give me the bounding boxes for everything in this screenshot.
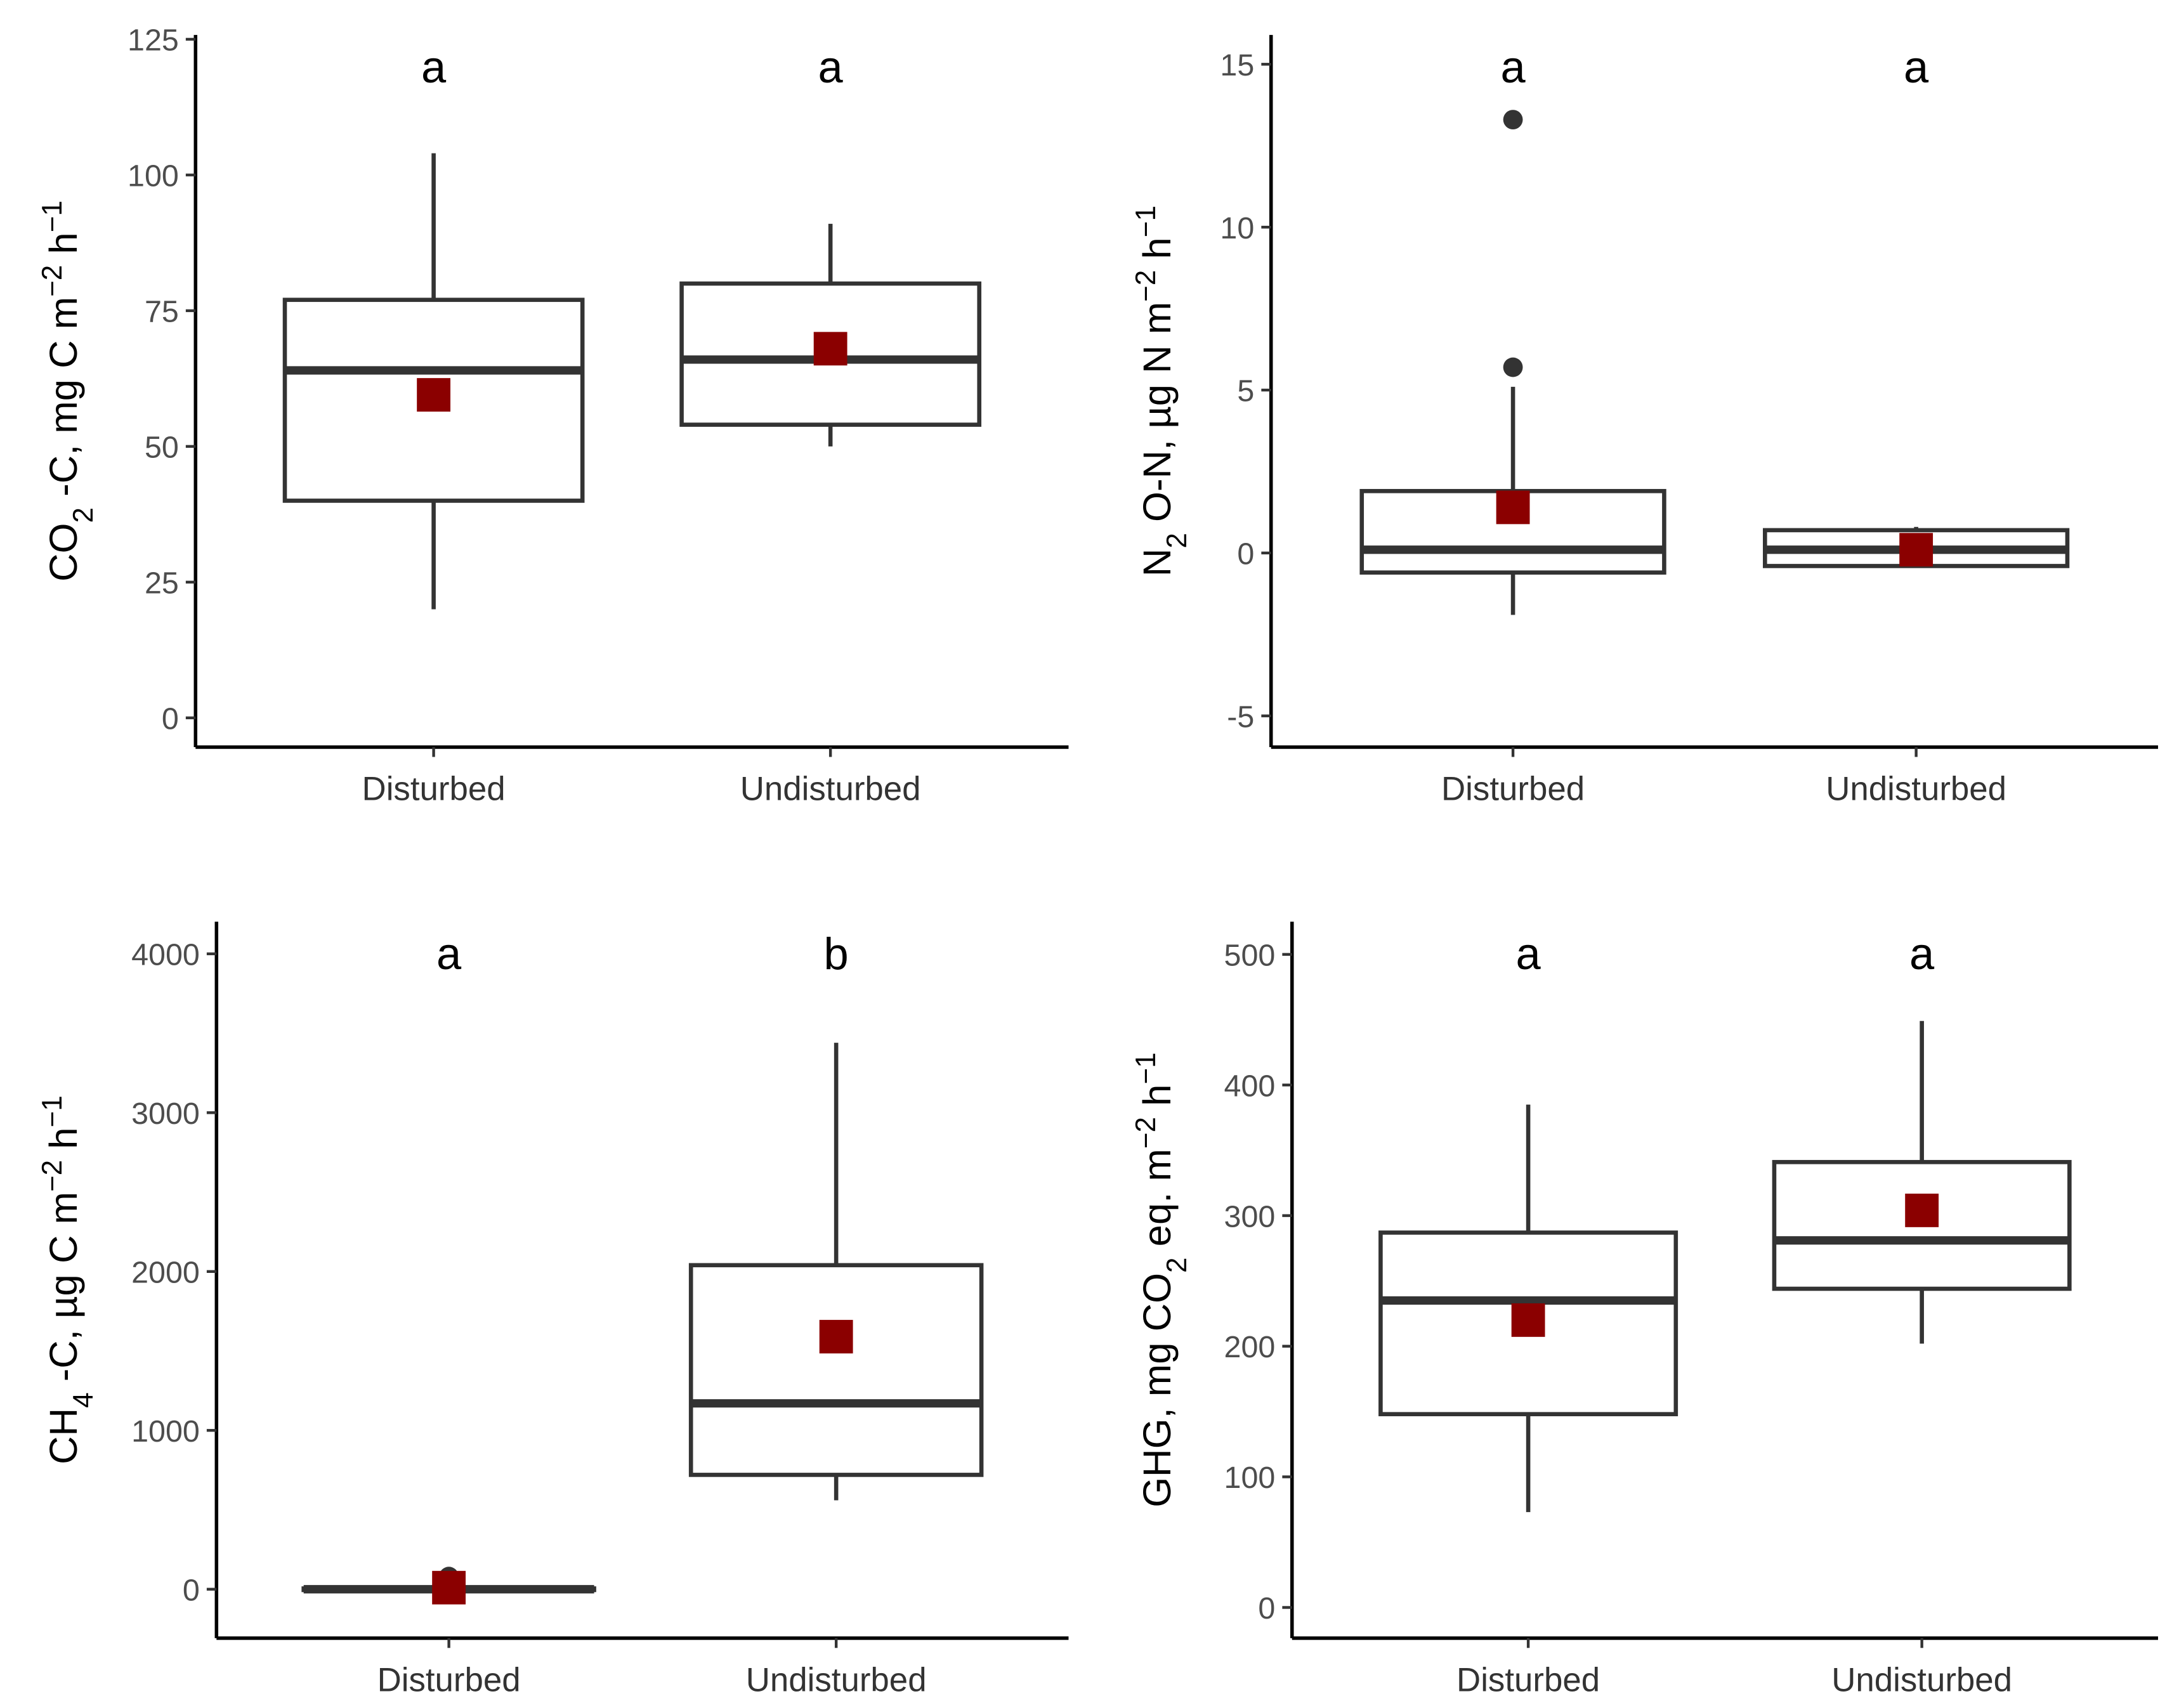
x-tick-label: Disturbed xyxy=(1456,1662,1600,1699)
y-axis-label-part: eq. m xyxy=(1135,1149,1179,1257)
mean xyxy=(1496,490,1530,525)
y-axis-label-part: 2 xyxy=(68,507,99,523)
x-tick-label: Disturbed xyxy=(1441,771,1585,808)
y-tick-label: 100 xyxy=(128,159,179,193)
group-letter: a xyxy=(818,42,844,92)
y-axis-label-part: N xyxy=(1135,549,1179,577)
y-axis-label-part: GHG, mg CO xyxy=(1135,1273,1179,1508)
y-tick-label: -5 xyxy=(1227,700,1254,734)
group-letter: a xyxy=(1516,929,1541,979)
y-axis-label-part: −1 xyxy=(1130,1052,1161,1084)
y-axis-label-part: −1 xyxy=(37,1095,68,1127)
mean xyxy=(813,332,847,366)
y-axis-label: GHG, mg CO2 eq. m−2 h−1 xyxy=(1130,1052,1193,1507)
group-letter: a xyxy=(1909,929,1935,979)
mean xyxy=(1905,1193,1939,1227)
mean xyxy=(819,1320,853,1353)
y-axis-label-part: h xyxy=(42,1127,86,1159)
x-tick-label: Undisturbed xyxy=(1831,1662,2012,1699)
mean xyxy=(432,1570,466,1605)
y-axis-label-part: -C, µg C m xyxy=(42,1192,86,1392)
y-tick-label: 3000 xyxy=(131,1097,200,1131)
y-axis-label-part: h xyxy=(1135,1085,1179,1117)
y-tick-label: 0 xyxy=(162,701,179,736)
y-axis-label: CO2 -C, mg C m−2 h−1 xyxy=(37,200,99,582)
y-axis-label-part: 2 xyxy=(1161,533,1193,548)
mean xyxy=(1899,533,1934,567)
y-axis-label-part: −2 xyxy=(37,1160,68,1192)
y-axis-label-part: 4 xyxy=(68,1392,99,1407)
x-tick-label: Disturbed xyxy=(377,1662,521,1699)
y-tick-label: 15 xyxy=(1220,48,1254,82)
y-axis-label-part: −2 xyxy=(1130,1117,1161,1149)
y-tick-label: 50 xyxy=(145,430,179,464)
y-axis-label-part: −1 xyxy=(37,200,68,232)
y-tick-label: 0 xyxy=(1258,1591,1275,1626)
y-tick-label: 200 xyxy=(1224,1330,1276,1364)
y-axis-label-part: h xyxy=(1135,237,1179,270)
y-axis-label: N2 O-N, µg N m−2 h−1 xyxy=(1130,205,1193,577)
y-tick-label: 1000 xyxy=(131,1414,200,1449)
y-axis-label: CH4 -C, µg C m−2 h−1 xyxy=(37,1095,99,1464)
y-axis-label-part: −2 xyxy=(37,265,68,297)
y-tick-label: 0 xyxy=(1237,537,1254,571)
y-tick-label: 5 xyxy=(1237,374,1254,408)
y-tick-label: 75 xyxy=(145,295,179,329)
y-tick-label: 300 xyxy=(1224,1199,1276,1234)
box xyxy=(688,1263,984,1477)
y-axis-label-part: CO xyxy=(42,523,86,582)
y-tick-label: 125 xyxy=(128,23,179,58)
y-tick-label: 25 xyxy=(145,566,179,600)
outlier xyxy=(1503,357,1523,377)
group-letter: b xyxy=(824,929,849,979)
y-tick-label: 100 xyxy=(1224,1461,1276,1495)
y-axis-label-part: 2 xyxy=(1161,1257,1193,1272)
y-axis-label-part: -C, mg C m xyxy=(42,297,86,507)
y-tick-label: 2000 xyxy=(131,1255,200,1289)
x-tick-label: Disturbed xyxy=(362,771,506,808)
y-axis-label-part: CH xyxy=(42,1408,86,1464)
outlier xyxy=(1503,110,1523,130)
y-axis-label-part: h xyxy=(42,232,86,264)
y-axis-label-part: −2 xyxy=(1130,270,1161,302)
x-tick-label: Undisturbed xyxy=(746,1662,927,1699)
x-tick-label: Undisturbed xyxy=(1826,771,2006,808)
y-tick-label: 4000 xyxy=(131,938,200,972)
y-axis-label-part: O-N, µg N m xyxy=(1135,302,1179,533)
y-tick-label: 500 xyxy=(1224,938,1276,972)
group-letter: a xyxy=(421,42,447,92)
mean xyxy=(1511,1303,1545,1337)
box xyxy=(1359,488,1666,575)
y-tick-label: 400 xyxy=(1224,1069,1276,1103)
y-tick-label: 10 xyxy=(1220,211,1254,245)
y-tick-label: 0 xyxy=(183,1573,200,1607)
x-tick-label: Undisturbed xyxy=(740,771,921,808)
group-letter: a xyxy=(436,929,462,979)
mean xyxy=(417,378,451,412)
group-letter: a xyxy=(1904,42,1929,92)
y-axis-label-part: −1 xyxy=(1130,205,1161,237)
group-letter: a xyxy=(1500,42,1526,92)
